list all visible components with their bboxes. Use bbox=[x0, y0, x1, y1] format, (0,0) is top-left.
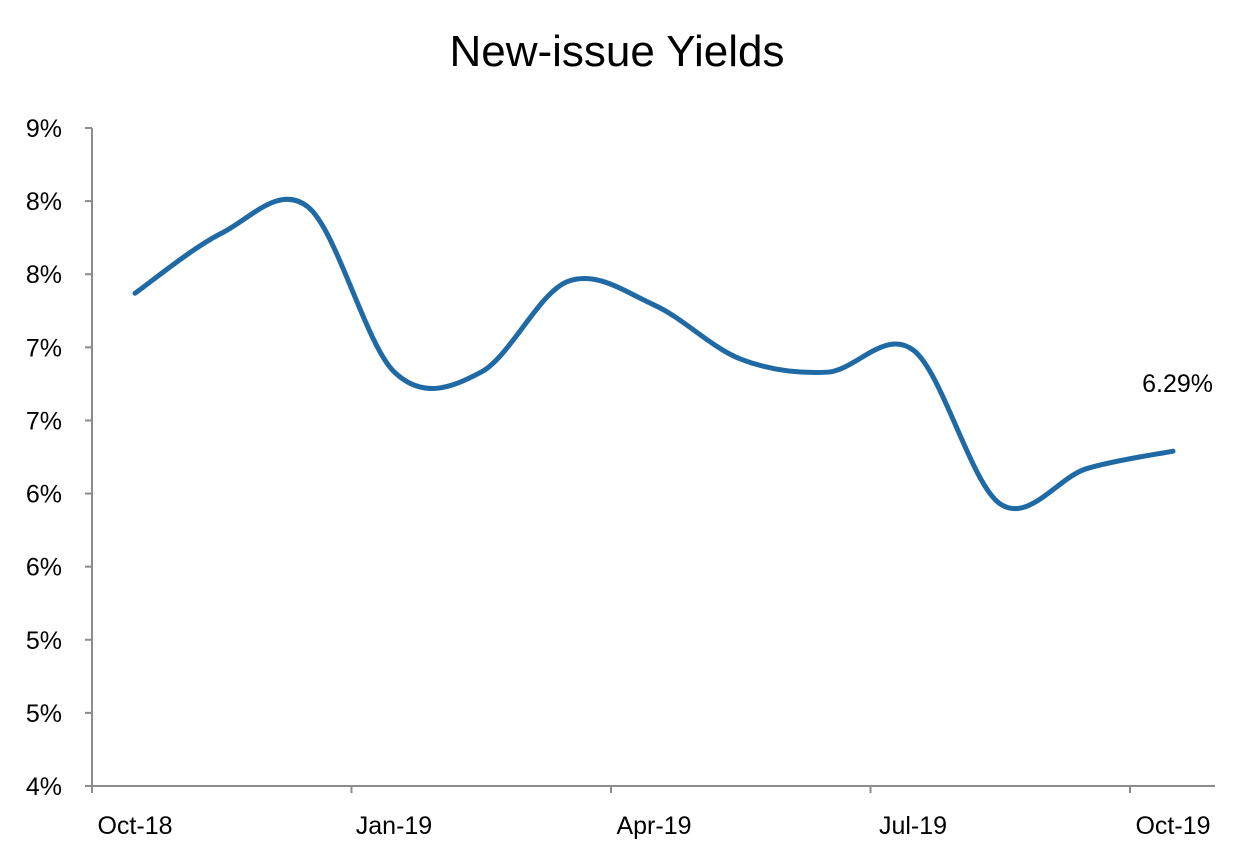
x-tick-label: Jul-19 bbox=[879, 812, 947, 840]
chart-title: New-issue Yields bbox=[449, 27, 784, 76]
x-axis: Oct-18 Jan-19 Apr-19 Jul-19 Oct-19 bbox=[91, 785, 1215, 840]
y-tick-label: 4% bbox=[26, 773, 62, 801]
data-label: 6.29% bbox=[1142, 370, 1213, 398]
x-tick-label: Oct-19 bbox=[1135, 812, 1210, 840]
y-tick-label: 5% bbox=[26, 700, 62, 728]
y-axis: 4% 5% 5% 6% 6% 7% 7% 8% 8% 9% bbox=[26, 115, 93, 801]
y-tick-label: 8% bbox=[26, 261, 62, 289]
y-tick-label: 9% bbox=[26, 115, 62, 143]
y-tick-label: 6% bbox=[26, 554, 62, 582]
y-tick-label: 8% bbox=[26, 188, 62, 216]
y-tick-label: 5% bbox=[26, 627, 62, 655]
plot-area bbox=[132, 196, 1176, 512]
y-tick-label: 7% bbox=[26, 334, 62, 362]
y-tick-label: 6% bbox=[26, 481, 62, 509]
x-tick-label: Jan-19 bbox=[356, 812, 432, 840]
y-tick-label: 7% bbox=[26, 407, 62, 435]
x-tick-label: Apr-19 bbox=[616, 812, 691, 840]
annotations: 6.29% bbox=[1142, 370, 1213, 398]
x-tick-label: Oct-18 bbox=[97, 812, 172, 840]
series-line bbox=[132, 196, 1176, 512]
